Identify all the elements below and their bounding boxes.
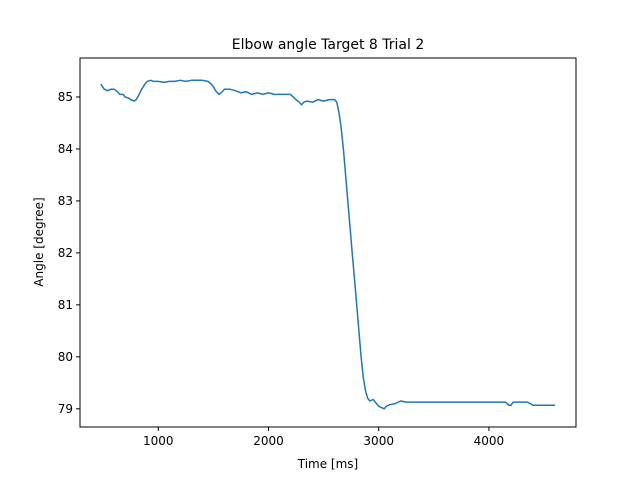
x-tick-label: 2000 — [253, 434, 284, 448]
series-layer — [100, 79, 556, 410]
y-tick-label: 83 — [58, 194, 73, 208]
x-axis-label: Time [ms] — [297, 457, 359, 471]
y-tick-label: 84 — [58, 142, 73, 156]
y-tick-label: 85 — [58, 90, 73, 104]
x-tick-label: 1000 — [143, 434, 174, 448]
y-tick-label: 81 — [58, 298, 73, 312]
y-tick-label: 80 — [58, 350, 73, 364]
y-axis-label: Angle [degree] — [32, 197, 46, 286]
x-tick-label: 3000 — [363, 434, 394, 448]
series-line — [100, 79, 556, 410]
plot-frame — [79, 57, 577, 428]
chart-title: Elbow angle Target 8 Trial 2 — [232, 37, 424, 53]
y-tick-label: 82 — [58, 246, 73, 260]
axis-ticks: 1000 2000 3000 4000 79 80 81 82 83 84 85 — [58, 90, 504, 448]
x-tick-label: 4000 — [474, 434, 505, 448]
y-tick-label: 79 — [58, 402, 73, 416]
